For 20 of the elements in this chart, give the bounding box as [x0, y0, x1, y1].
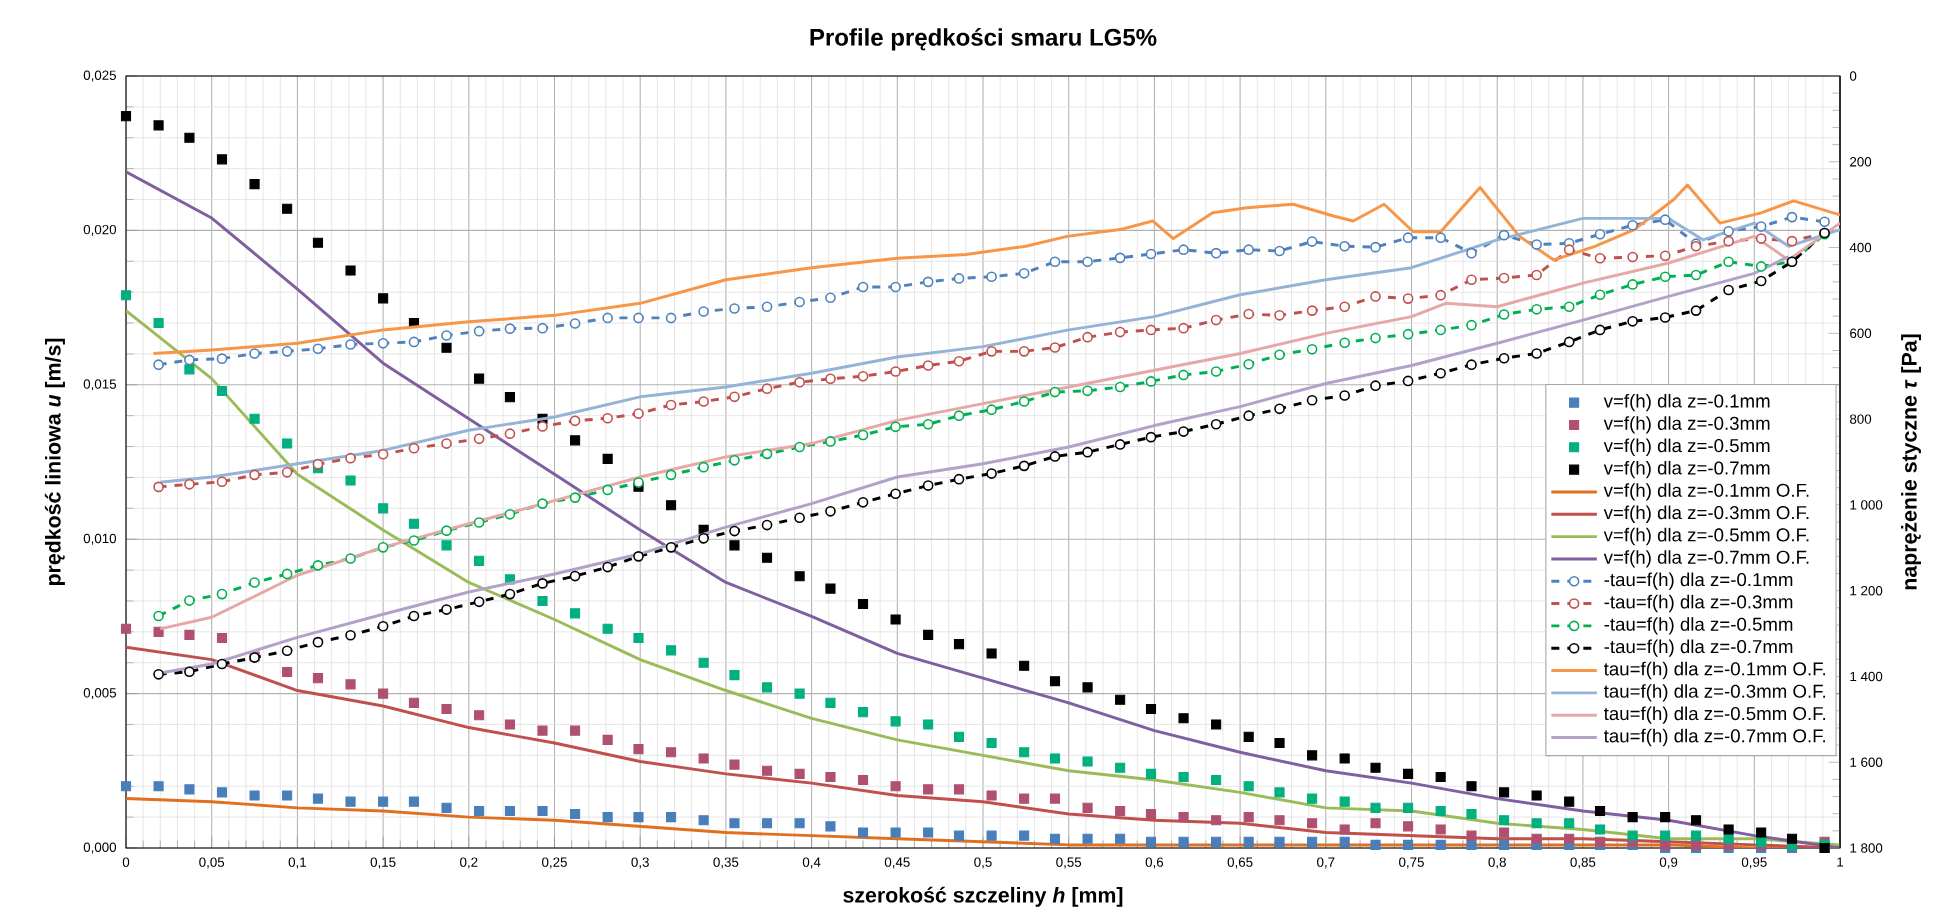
- legend-label: tau=f(h) dla z=-0.3mm O.F.: [1603, 684, 1825, 702]
- legend-label: -tau=f(h) dla z=-0.5mm: [1604, 617, 1793, 635]
- legend-label: -tau=f(h) dla z=-0.1mm: [1604, 572, 1793, 590]
- legend-label: v=f(h) dla z=-0.3mm O.F.: [1603, 505, 1809, 523]
- legend-label: v=f(h) dla z=-0.1mm: [1603, 393, 1770, 412]
- legend-label: tau=f(h) dla z=-0.7mm O.F.: [1603, 728, 1825, 747]
- legend-label: -tau=f(h) dla z=-0.3mm: [1604, 594, 1793, 613]
- legend-label: v=f(h) dla z=-0.7mm: [1603, 460, 1770, 479]
- chart-title: Profile prędkości smaru LG5%: [810, 27, 1157, 51]
- legend-label: v=f(h) dla z=-0.5mm O.F.: [1603, 527, 1809, 546]
- legend-label: tau=f(h) dla z=-0.5mm O.F.: [1603, 706, 1825, 724]
- y-axis-title: prędkość liniowa u [m/s]: [44, 338, 65, 586]
- y2-axis-title: naprężenie styczne τ [Pa]: [1901, 334, 1921, 590]
- legend-label: v=f(h) dla z=-0.5mm: [1603, 438, 1770, 456]
- legend-label: tau=f(h) dla z=-0.1mm O.F.: [1603, 661, 1825, 680]
- legend-label: v=f(h) dla z=-0.1mm O.F.: [1603, 483, 1809, 501]
- legend-label: -tau=f(h) dla z=-0.7mm: [1604, 639, 1793, 657]
- legend-label: v=f(h) dla z=-0.7mm O.F.: [1603, 550, 1809, 568]
- legend-label: v=f(h) dla z=-0.3mm: [1603, 416, 1770, 434]
- x-axis-title: szerokość szczeliny h [mm]: [843, 886, 1123, 907]
